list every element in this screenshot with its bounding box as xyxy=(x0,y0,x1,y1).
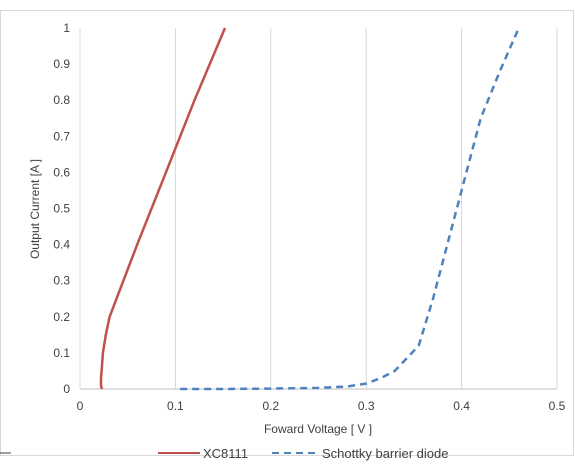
y-tick-label: 0.9 xyxy=(53,57,70,71)
x-tick-label: 0.4 xyxy=(453,399,470,413)
legend-label-schottky: Schottky barrier diode xyxy=(322,446,448,461)
x-tick-label: 0 xyxy=(77,399,84,413)
x-tick-labels: 0 0.1 0.2 0.3 0.4 0.5 xyxy=(77,399,566,413)
y-tick-label: 0.7 xyxy=(53,129,70,143)
x-tick-label: 0.5 xyxy=(549,399,566,413)
series-line-1 xyxy=(180,27,520,391)
legend-label-xc8111: XC8111 xyxy=(203,446,248,461)
x-tick-label: 0.2 xyxy=(262,399,279,413)
legend: XC8111 Schottky barrier diode xyxy=(158,446,448,461)
x-tick-label: 0.3 xyxy=(358,399,375,413)
y-tick-label: 0.4 xyxy=(53,238,70,252)
y-tick-label: 0.1 xyxy=(53,346,70,360)
x-tick-label: 0.1 xyxy=(167,399,184,413)
y-tick-labels: 0 0.1 0.2 0.3 0.4 0.5 0.6 0.7 0.8 0.9 1 xyxy=(53,21,70,396)
y-tick-label: 0.8 xyxy=(53,93,70,107)
y-tick-label: 0.6 xyxy=(53,165,70,179)
chart-frame xyxy=(0,10,574,456)
y-tick-label: 0.2 xyxy=(53,310,70,324)
y-tick-label: 0.3 xyxy=(53,274,70,288)
series-line-0 xyxy=(99,27,227,390)
series xyxy=(99,27,520,391)
y-axis-title: Output Current [A ] xyxy=(28,159,42,259)
x-axis-title: Foward Voltage [ V ] xyxy=(264,422,372,436)
y-tick-label: 0.5 xyxy=(53,202,70,216)
y-tick-label: 0 xyxy=(63,382,70,396)
y-tick-label: 1 xyxy=(63,21,70,35)
